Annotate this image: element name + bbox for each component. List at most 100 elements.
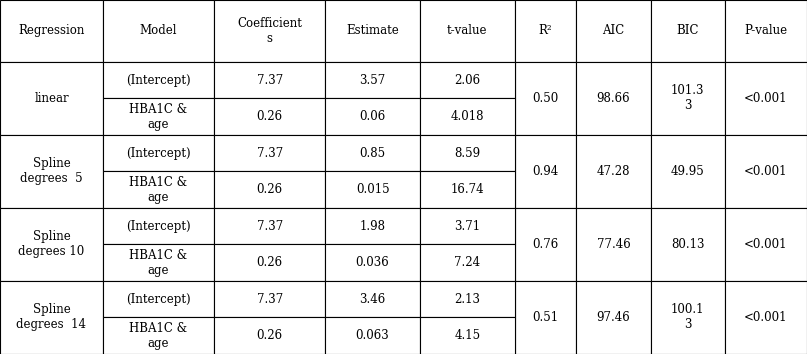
Bar <box>725 281 807 354</box>
Bar <box>103 135 214 171</box>
Bar <box>515 135 576 208</box>
Bar <box>576 208 650 281</box>
Bar <box>103 0 214 62</box>
Text: 4.018: 4.018 <box>450 110 484 123</box>
Bar <box>650 0 725 62</box>
Bar <box>103 208 214 245</box>
Text: HBA1C &
age: HBA1C & age <box>129 103 187 131</box>
Bar <box>214 98 325 135</box>
Text: Spline
degrees  14: Spline degrees 14 <box>16 303 86 331</box>
Bar <box>650 62 725 135</box>
Text: <0.001: <0.001 <box>744 311 788 324</box>
Bar <box>325 171 420 208</box>
Bar <box>420 318 515 354</box>
Bar <box>214 208 325 245</box>
Text: (Intercept): (Intercept) <box>126 220 190 233</box>
Text: 0.015: 0.015 <box>356 183 390 196</box>
Text: HBA1C &
age: HBA1C & age <box>129 176 187 204</box>
Text: linear: linear <box>34 92 69 105</box>
Bar <box>0 281 103 354</box>
Text: P-value: P-value <box>744 24 788 38</box>
Text: Estimate: Estimate <box>346 24 399 38</box>
Text: 7.37: 7.37 <box>257 147 282 160</box>
Text: 0.76: 0.76 <box>533 238 558 251</box>
Bar <box>0 208 103 281</box>
Text: 80.13: 80.13 <box>671 238 705 251</box>
Text: 77.46: 77.46 <box>596 238 630 251</box>
Bar <box>420 135 515 171</box>
Bar <box>103 245 214 281</box>
Bar <box>725 135 807 208</box>
Bar <box>325 245 420 281</box>
Bar <box>650 281 725 354</box>
Text: 2.06: 2.06 <box>454 74 480 87</box>
Bar <box>214 171 325 208</box>
Bar <box>420 208 515 245</box>
Bar <box>420 281 515 318</box>
Text: Regression: Regression <box>19 24 85 38</box>
Bar <box>576 62 650 135</box>
Text: 0.063: 0.063 <box>356 329 390 342</box>
Text: 0.26: 0.26 <box>257 329 282 342</box>
Bar <box>214 245 325 281</box>
Text: HBA1C &
age: HBA1C & age <box>129 249 187 277</box>
Text: 0.06: 0.06 <box>359 110 386 123</box>
Bar <box>650 135 725 208</box>
Bar <box>214 281 325 318</box>
Bar <box>325 0 420 62</box>
Text: <0.001: <0.001 <box>744 92 788 105</box>
Bar <box>325 135 420 171</box>
Text: BIC: BIC <box>676 24 699 38</box>
Bar <box>103 318 214 354</box>
Bar <box>725 0 807 62</box>
Text: 4.15: 4.15 <box>454 329 480 342</box>
Text: 8.59: 8.59 <box>454 147 480 160</box>
Text: <0.001: <0.001 <box>744 238 788 251</box>
Text: 0.26: 0.26 <box>257 256 282 269</box>
Text: 0.26: 0.26 <box>257 110 282 123</box>
Bar <box>325 208 420 245</box>
Bar <box>650 208 725 281</box>
Text: 7.24: 7.24 <box>454 256 480 269</box>
Bar <box>576 135 650 208</box>
Bar <box>103 98 214 135</box>
Bar <box>325 281 420 318</box>
Text: 7.37: 7.37 <box>257 220 282 233</box>
Bar <box>725 208 807 281</box>
Text: 0.94: 0.94 <box>533 165 558 178</box>
Bar <box>0 0 103 62</box>
Bar <box>0 135 103 208</box>
Text: 0.51: 0.51 <box>533 311 558 324</box>
Text: 0.26: 0.26 <box>257 183 282 196</box>
Bar <box>576 0 650 62</box>
Text: Coefficient
s: Coefficient s <box>237 17 302 45</box>
Text: Model: Model <box>140 24 178 38</box>
Text: R²: R² <box>539 24 552 38</box>
Text: 1.98: 1.98 <box>360 220 386 233</box>
Text: 3.57: 3.57 <box>359 74 386 87</box>
Text: Spline
degrees 10: Spline degrees 10 <box>19 230 85 258</box>
Bar <box>214 318 325 354</box>
Bar <box>420 62 515 98</box>
Text: 2.13: 2.13 <box>454 293 480 306</box>
Text: 0.50: 0.50 <box>533 92 558 105</box>
Bar <box>325 98 420 135</box>
Bar <box>515 62 576 135</box>
Text: 7.37: 7.37 <box>257 293 282 306</box>
Text: Spline
degrees  5: Spline degrees 5 <box>20 158 83 185</box>
Bar <box>103 62 214 98</box>
Bar <box>420 171 515 208</box>
Bar <box>515 0 576 62</box>
Bar <box>103 171 214 208</box>
Text: AIC: AIC <box>602 24 625 38</box>
Bar <box>214 62 325 98</box>
Bar <box>576 281 650 354</box>
Text: 97.46: 97.46 <box>596 311 630 324</box>
Text: 101.3
3: 101.3 3 <box>671 85 705 113</box>
Text: (Intercept): (Intercept) <box>126 74 190 87</box>
Bar <box>0 62 103 135</box>
Bar <box>214 135 325 171</box>
Bar <box>420 0 515 62</box>
Bar <box>420 245 515 281</box>
Text: (Intercept): (Intercept) <box>126 147 190 160</box>
